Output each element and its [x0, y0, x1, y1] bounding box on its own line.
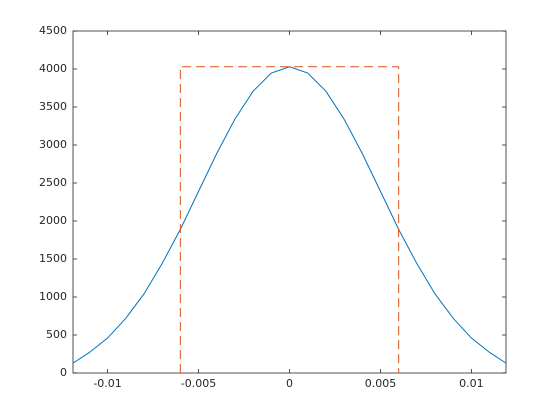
y-tick-label: 4000	[39, 62, 67, 75]
x-tick-label: -0.005	[181, 377, 216, 390]
y-tick-label: 2500	[39, 176, 67, 189]
plot-box	[72, 30, 507, 374]
x-tick-label: 0.005	[365, 377, 397, 390]
y-tick-label: 2000	[39, 214, 67, 227]
x-tick-label: -0.01	[93, 377, 121, 390]
y-tick-label: 1500	[39, 252, 67, 265]
y-tick-label: 4500	[39, 24, 67, 37]
series-line	[72, 66, 507, 364]
series-line	[179, 66, 400, 373]
x-tick-label: 0.01	[459, 377, 484, 390]
y-tick-label: 3500	[39, 100, 67, 113]
y-tick-label: 1000	[39, 290, 67, 303]
y-tick-label: 0	[60, 366, 67, 379]
y-tick-label: 500	[46, 328, 67, 341]
y-tick-label: 3000	[39, 138, 67, 151]
x-tick-label: 0	[286, 377, 293, 390]
